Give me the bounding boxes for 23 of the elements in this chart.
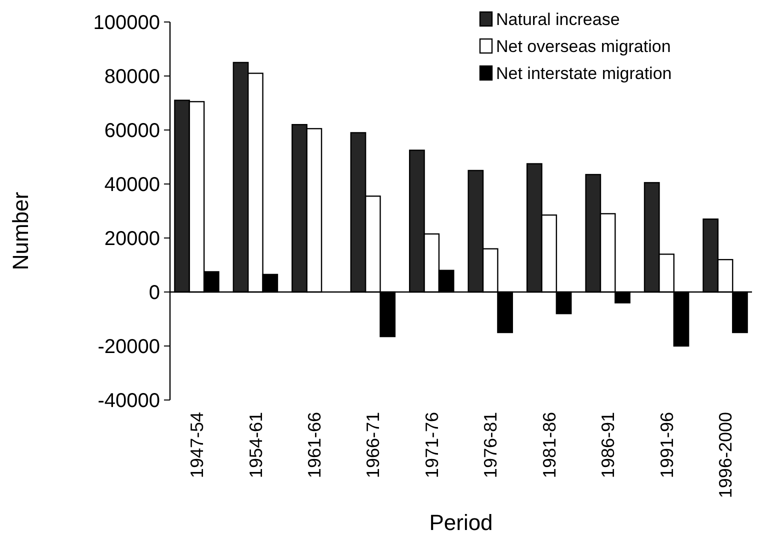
y-tick-label: -20000 — [98, 336, 160, 358]
legend-label: Natural increase — [496, 10, 620, 29]
x-tick-label: 1947-54 — [187, 412, 208, 478]
y-tick-label: 40000 — [104, 174, 160, 196]
legend-label: Net overseas migration — [496, 36, 671, 56]
x-tick-label: 1966-71 — [363, 412, 384, 478]
y-tick-label: 20000 — [104, 228, 160, 250]
y-tick-label: 0 — [148, 282, 160, 304]
y-tick-label: 100000 — [93, 12, 160, 34]
y-tick-label: 80000 — [104, 66, 160, 88]
x-axis-title: Period — [429, 510, 493, 535]
y-tick-label: -40000 — [98, 390, 160, 412]
x-tick-label: 1961-66 — [304, 412, 324, 478]
y-tick-label: 60000 — [104, 120, 160, 142]
y-axis-title: Number — [8, 192, 33, 270]
x-tick-label: 1981-86 — [539, 412, 560, 478]
x-tick-label: 1971-76 — [422, 412, 442, 478]
x-tick-label: 1986-91 — [598, 412, 618, 478]
x-tick-label: 1991-96 — [656, 412, 677, 478]
legend-label: Net interstate migration — [496, 64, 672, 83]
x-tick-label: 1996-2000 — [716, 412, 736, 498]
x-tick-label: 1976-81 — [480, 412, 501, 478]
x-tick-label: 1954-61 — [246, 412, 266, 478]
